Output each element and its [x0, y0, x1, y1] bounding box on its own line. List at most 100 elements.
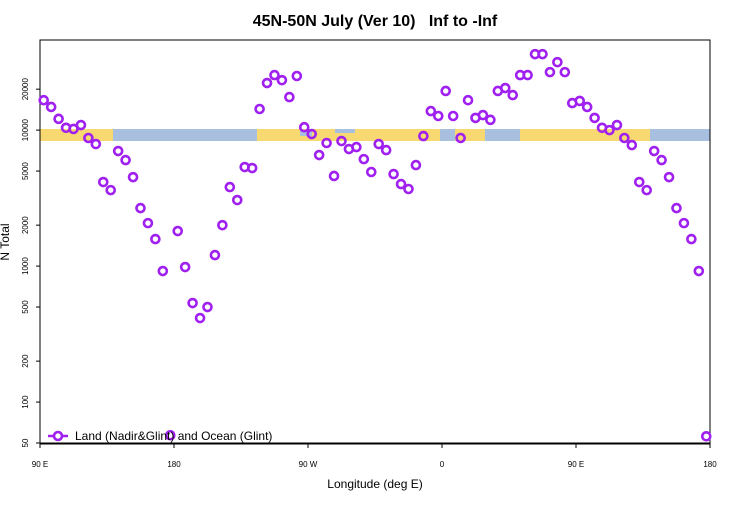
x-tick-label: 180	[167, 460, 181, 469]
data-point	[700, 431, 712, 442]
data-point	[209, 249, 221, 261]
data-point	[112, 145, 124, 157]
data-point	[477, 109, 489, 121]
data-point	[403, 183, 414, 195]
data-point	[224, 181, 236, 193]
data-point	[135, 202, 146, 214]
ocean-band	[335, 129, 355, 133]
data-point	[455, 132, 466, 144]
data-point	[418, 130, 429, 142]
data-point	[306, 128, 318, 140]
legend-label: Land (Nadir&Glint) and Ocean (Glint)	[75, 429, 272, 443]
data-point	[179, 261, 191, 273]
plot-frame	[39, 39, 711, 445]
x-tick-label: 0	[440, 460, 445, 469]
data-point	[656, 154, 667, 166]
land-band	[40, 129, 113, 141]
data-point	[217, 219, 228, 231]
series	[38, 48, 712, 442]
data-point	[105, 184, 117, 196]
y-tick-label: 50	[21, 438, 30, 447]
data-point	[693, 265, 705, 277]
ocean-band	[300, 131, 312, 136]
data-point	[284, 91, 295, 103]
data-point	[321, 137, 332, 149]
chart-title: 45N-50N July (Ver 10) Inf to -Inf	[253, 13, 498, 30]
data-point	[395, 178, 407, 190]
data-point	[142, 217, 154, 229]
data-point	[589, 112, 600, 124]
data-point	[522, 69, 533, 81]
data-point	[328, 170, 340, 182]
data-point	[686, 233, 697, 245]
data-point	[410, 159, 422, 171]
data-point	[365, 166, 377, 178]
data-point	[53, 113, 64, 125]
data-point	[187, 297, 198, 309]
data-point	[633, 176, 645, 188]
data-point	[97, 176, 109, 188]
y-tick-label: 100	[21, 395, 30, 409]
data-point	[83, 132, 94, 144]
data-point	[380, 144, 392, 156]
data-point	[202, 301, 213, 313]
data-point	[269, 69, 280, 81]
data-point	[313, 149, 325, 161]
data-point	[358, 153, 370, 165]
data-point	[90, 138, 102, 150]
data-point	[619, 132, 630, 144]
x-tick-label: 90 W	[299, 460, 318, 469]
data-point	[574, 95, 586, 107]
data-point	[604, 124, 615, 136]
data-point	[38, 94, 50, 106]
data-point	[559, 66, 571, 78]
data-point	[485, 114, 496, 126]
land-ocean-strip	[40, 129, 710, 141]
data-point	[678, 217, 690, 229]
data-point	[462, 94, 474, 106]
data-point	[194, 312, 206, 324]
y-tick-label: 10000	[21, 118, 30, 141]
data-point	[663, 171, 675, 183]
data-point	[507, 89, 519, 101]
x-axis-label: Longitude (deg E)	[327, 477, 422, 491]
data-point	[626, 139, 638, 151]
x-tick-label: 90 E	[568, 460, 584, 469]
data-point	[150, 233, 161, 245]
data-point	[440, 85, 452, 97]
data-point	[45, 101, 57, 113]
y-tick-label: 1000	[21, 257, 30, 275]
data-point	[611, 119, 623, 131]
data-point	[581, 101, 593, 113]
data-point	[499, 82, 511, 94]
data-point	[388, 168, 399, 180]
y-tick-label: 20000	[21, 78, 30, 101]
data-point	[373, 138, 385, 150]
data-point	[172, 225, 184, 237]
data-point	[127, 171, 139, 183]
legend-marker	[52, 430, 64, 442]
data-point	[552, 56, 563, 68]
data-point	[671, 202, 682, 214]
data-point	[298, 121, 310, 133]
data-point	[276, 74, 288, 86]
data-point	[231, 194, 243, 206]
y-axis-label: N Total	[0, 223, 12, 260]
land-band	[520, 129, 650, 141]
data-point	[447, 110, 459, 122]
data-point	[157, 265, 169, 277]
data-point	[336, 135, 347, 147]
x-tick-label: 180	[703, 460, 717, 469]
data-point	[648, 145, 660, 157]
land-band	[455, 129, 485, 141]
data-point	[425, 105, 437, 117]
y-tick-label: 5000	[21, 162, 30, 180]
y-tick-label: 200	[21, 354, 30, 368]
data-point	[254, 103, 265, 115]
data-point	[261, 77, 273, 89]
data-point	[75, 119, 87, 131]
data-point	[432, 110, 444, 122]
y-tick-label: 500	[21, 300, 30, 314]
data-point	[351, 141, 362, 153]
